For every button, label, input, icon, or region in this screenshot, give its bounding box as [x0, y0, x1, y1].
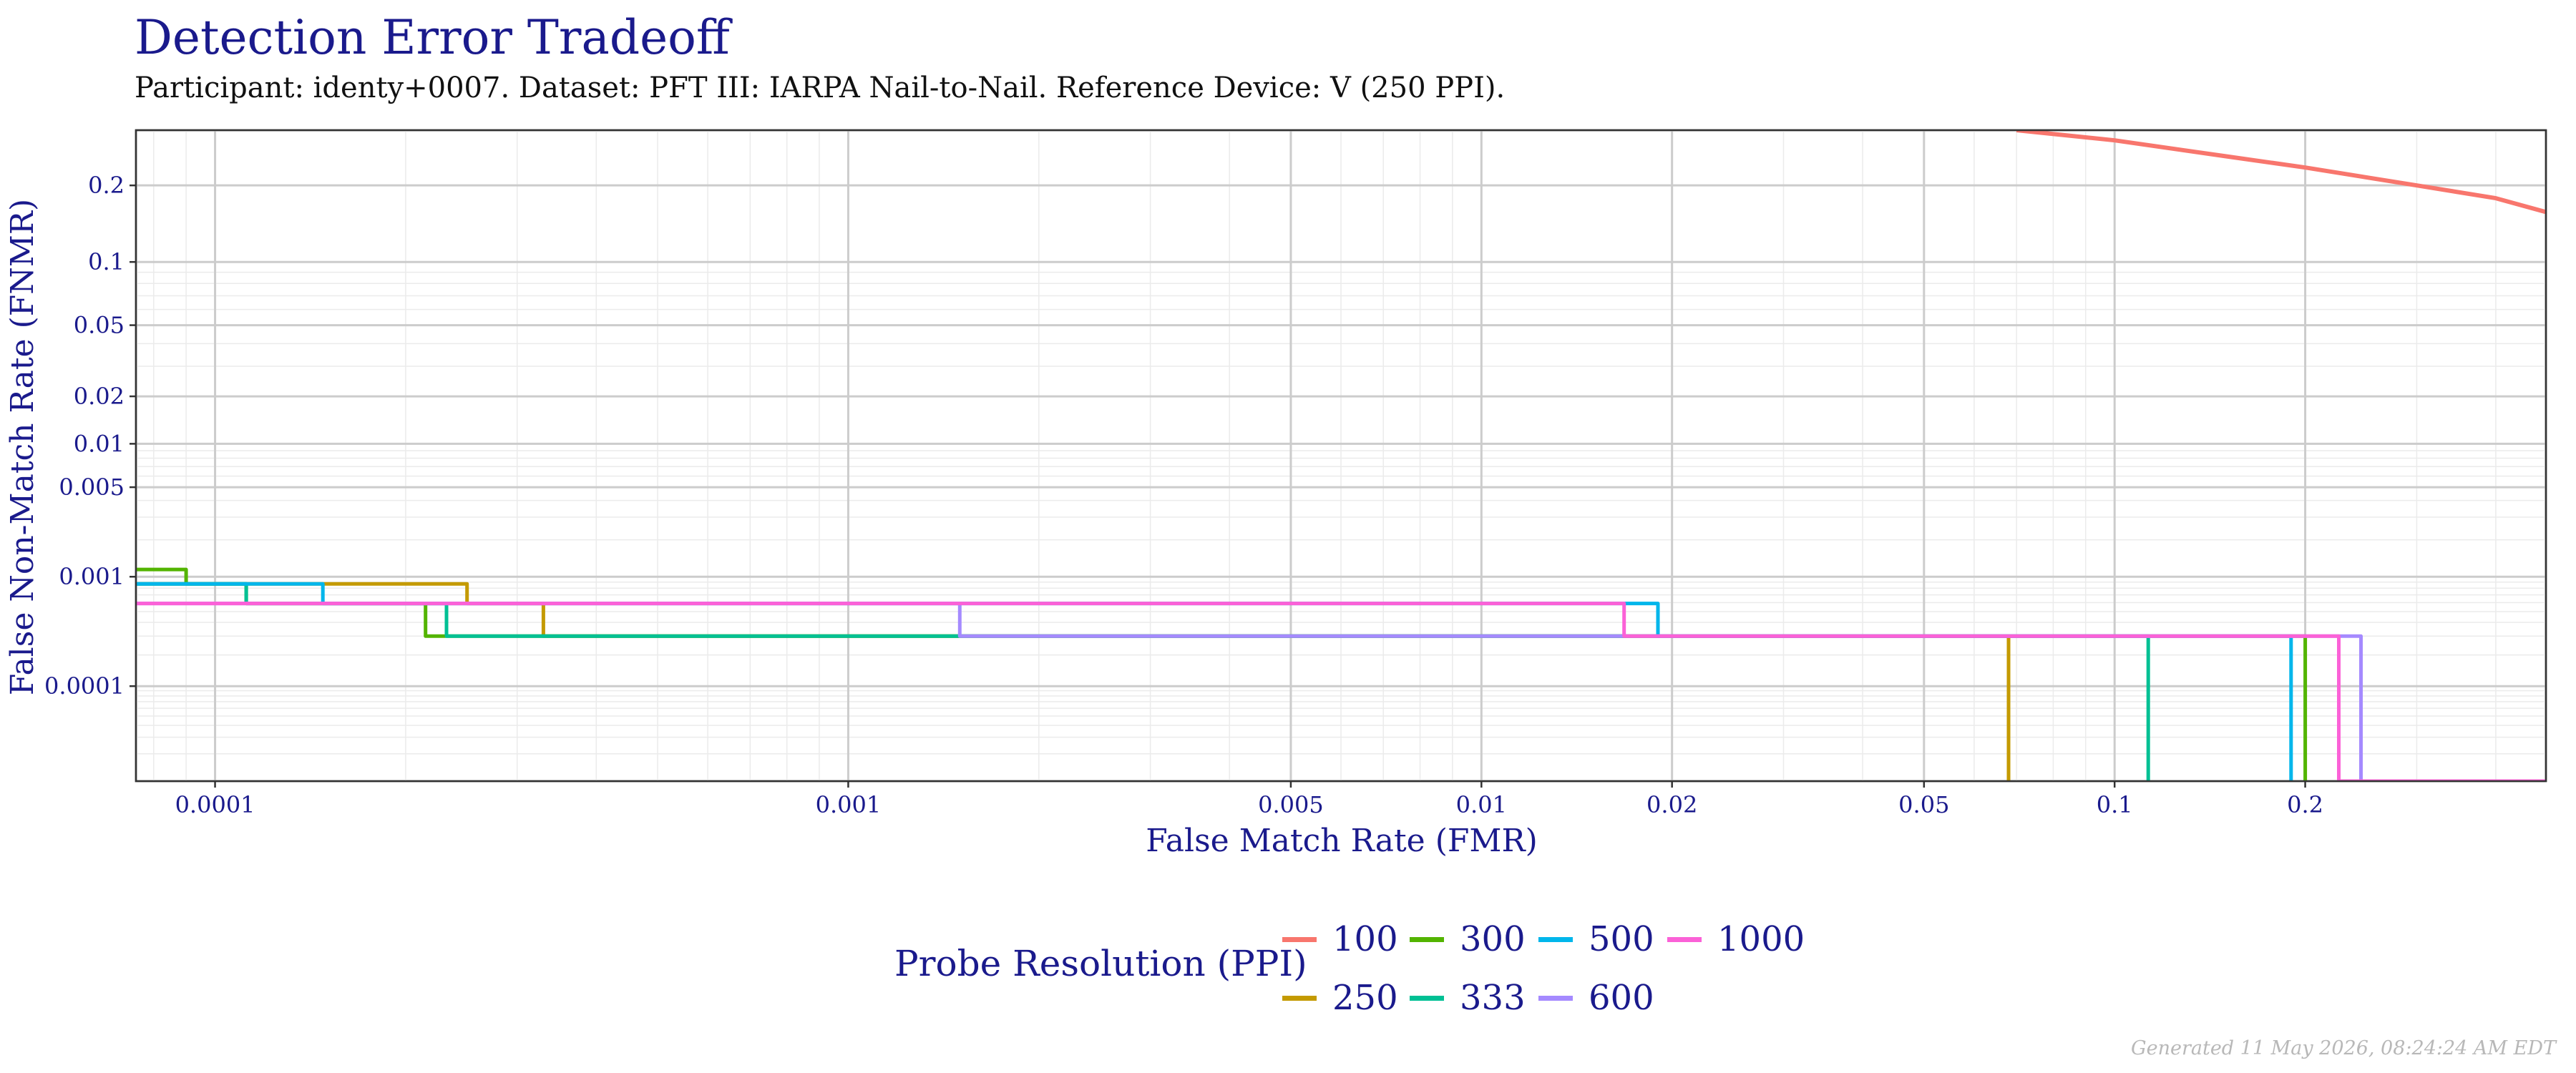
x-tick-label: 0.0001	[175, 791, 255, 818]
y-tick-label: 0.001	[59, 563, 125, 590]
legend-swatch	[1282, 936, 1317, 942]
series-line-100-ppi	[2016, 130, 2546, 215]
legend-label: 1000	[1717, 919, 1805, 959]
chart-title: Detection Error Tradeoff	[135, 10, 730, 65]
y-tick-label: 0.1	[88, 248, 125, 275]
x-tick-label: 0.01	[1456, 791, 1507, 818]
plot-border	[135, 129, 2547, 783]
x-axis-ticks: 0.0001 0.001 0.005 0.01 0.02 0.05 0.1 0.2	[175, 781, 2323, 818]
y-tick-label: 0.2	[88, 172, 125, 199]
chart-subtitle: Participant: identy+0007. Dataset: PFT I…	[135, 72, 1506, 104]
y-tick-label: 0.02	[74, 383, 125, 410]
legend-swatch	[1410, 936, 1444, 942]
legend-title: Probe Resolution (PPI)	[894, 943, 1307, 984]
generated-timestamp: Generated 11 May 2026, 08:24:24 AM EDT	[2131, 1037, 2556, 1059]
y-axis-ticks: 0.2 0.1 0.05 0.02 0.01 0.005 0.001 0.0001	[44, 172, 136, 700]
x-tick-label: 0.05	[1898, 791, 1949, 818]
legend-item-1000: 1000	[1667, 918, 1805, 961]
x-tick-label: 0.1	[2097, 791, 2133, 818]
legend-item-300: 300	[1410, 918, 1526, 961]
legend-label: 600	[1589, 978, 1654, 1018]
legend-swatch	[1282, 995, 1317, 1001]
x-tick-label: 0.02	[1646, 791, 1697, 818]
y-tick-label: 0.0001	[44, 672, 125, 700]
legend-swatch	[1667, 936, 1702, 942]
legend-label: 500	[1589, 919, 1654, 959]
legend-item-600: 600	[1538, 976, 1654, 1019]
legend-swatch	[1538, 936, 1573, 942]
x-axis-label: False Match Rate (FMR)	[1146, 823, 1538, 859]
legend-swatch	[1410, 995, 1444, 1001]
legend-item-500: 500	[1538, 918, 1654, 961]
legend-label: 250	[1332, 978, 1398, 1018]
legend-item-250: 250	[1282, 976, 1398, 1019]
legend-item-333: 333	[1410, 976, 1526, 1019]
series-lines	[136, 130, 2546, 781]
major-gridlines	[136, 130, 2546, 781]
series-line-1000-ppi	[136, 602, 2546, 781]
x-tick-label: 0.001	[816, 791, 882, 818]
legend-swatch	[1538, 995, 1573, 1001]
x-tick-label: 0.005	[1258, 791, 1324, 818]
x-tick-label: 0.2	[2287, 791, 2323, 818]
y-axis-label: False Non-Match Rate (FNMR)	[4, 199, 41, 695]
legend-label: 100	[1332, 919, 1398, 959]
y-tick-label: 0.005	[59, 474, 125, 501]
y-tick-label: 0.01	[74, 430, 125, 457]
legend-item-100: 100	[1282, 918, 1398, 961]
legend-label: 333	[1460, 978, 1526, 1018]
legend-label: 300	[1460, 919, 1526, 959]
y-tick-label: 0.05	[74, 312, 125, 339]
